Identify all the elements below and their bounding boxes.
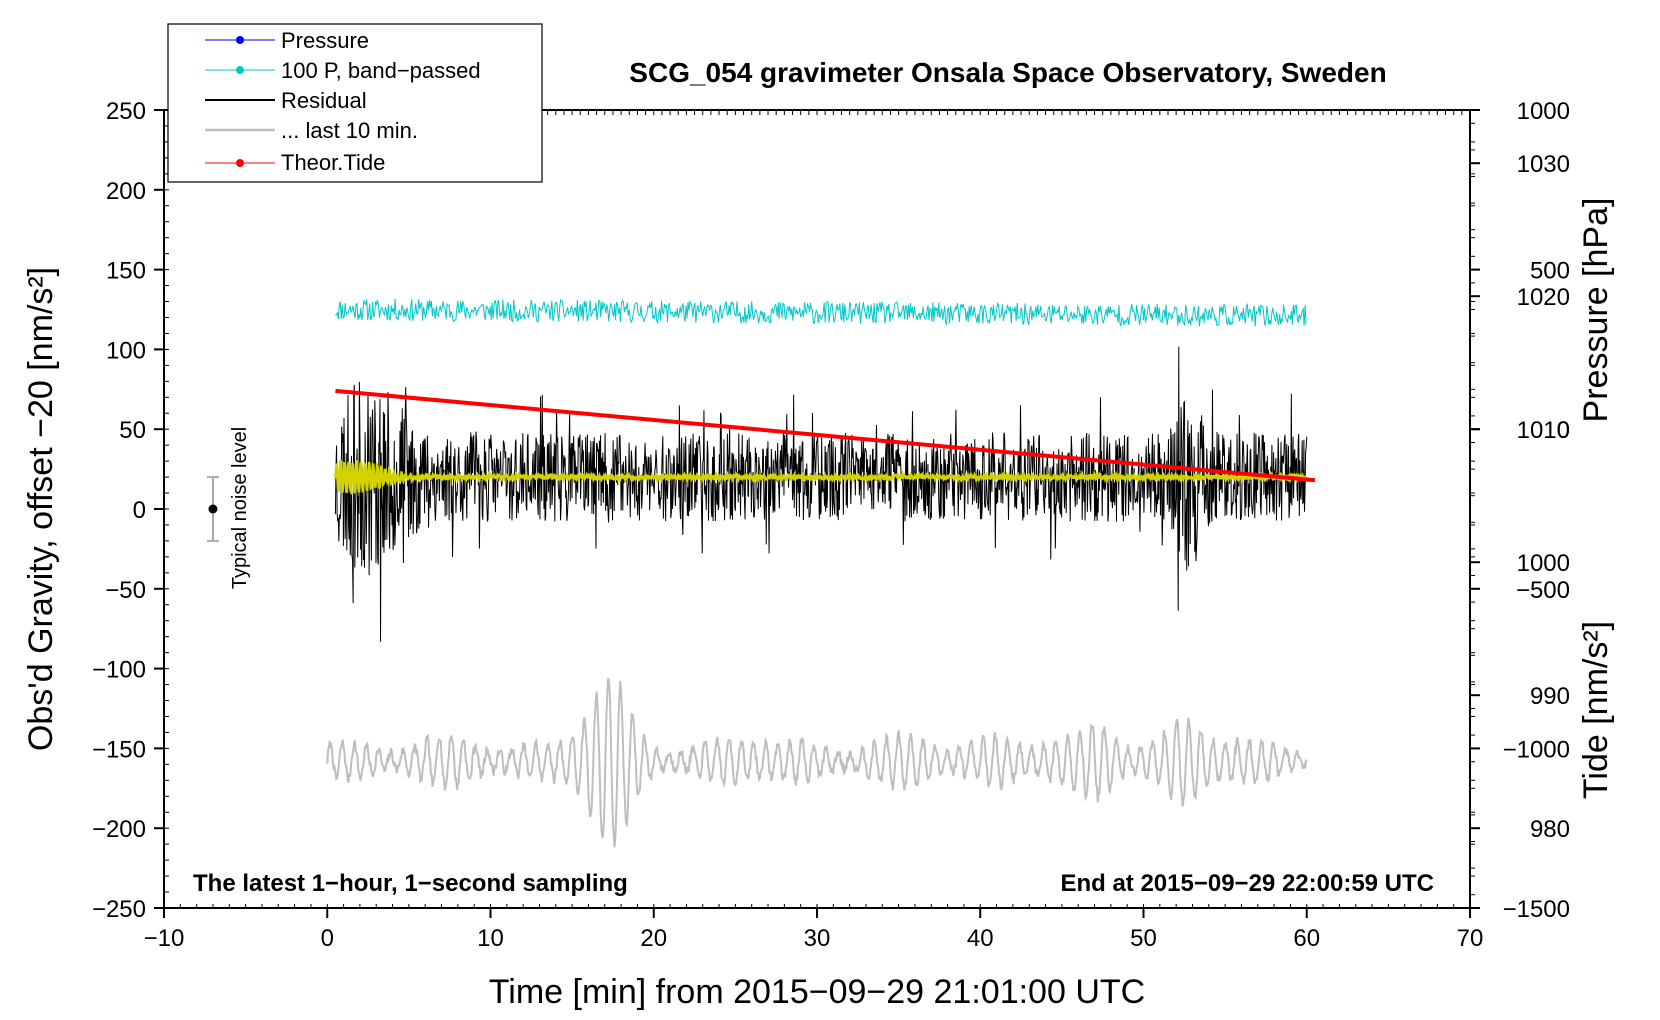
y-tick-label: −250	[92, 896, 146, 923]
legend-entry-residual: Residual	[205, 88, 367, 113]
y-tick-label: 250	[106, 98, 146, 125]
x-tick-label: 50	[1130, 925, 1157, 952]
legend: Pressure 100 P, band−passed Residual ...…	[167, 23, 543, 183]
y-tick-label: 100	[106, 337, 146, 364]
sampling-note: The latest 1−hour, 1−second sampling	[193, 870, 628, 897]
tide-tick-label: 1000	[1517, 98, 1570, 125]
x-tick-label: 40	[967, 925, 994, 952]
series-last-10-min	[326, 678, 1308, 848]
y-tick-label: 50	[119, 417, 146, 444]
tide-tick-label: −1000	[1503, 736, 1570, 763]
x-tick-label: 0	[321, 925, 334, 952]
pressure-tick-label: 1000	[1517, 550, 1570, 577]
tide-tick-label: 0	[1557, 417, 1570, 444]
legend-marker-tide	[236, 159, 244, 167]
legend-entry-last10: ... last 10 min.	[205, 118, 418, 143]
y-tick-label: 0	[133, 497, 146, 524]
x-tick-label: 60	[1293, 925, 1320, 952]
legend-label-pressure: Pressure	[281, 28, 369, 53]
y-axis-title-left: Obs'd Gravity, offset −20 [nm/s²]	[22, 267, 60, 751]
pressure-tick-label: 1020	[1517, 284, 1570, 311]
y-tick-label: −50	[105, 577, 146, 604]
pressure-tick-label: 990	[1530, 683, 1570, 710]
series-layer	[326, 298, 1316, 848]
y-tick-label: 150	[106, 258, 146, 285]
x-tick-label: 10	[477, 925, 504, 952]
tide-tick-label: −1500	[1503, 896, 1570, 923]
pressure-tick-label: 1010	[1517, 417, 1570, 444]
legend-entry-pressure: Pressure	[205, 28, 369, 53]
pressure-tick-label: 1030	[1517, 151, 1570, 178]
series-residual-smoothed	[334, 459, 1308, 496]
noise-level-label: Typical noise level	[229, 427, 251, 589]
y-axis-title-pressure: Pressure [hPa]	[1577, 198, 1615, 423]
tide-tick-label: −500	[1516, 577, 1570, 604]
legend-marker-bandpassed	[236, 66, 244, 74]
y-tick-label: −150	[92, 736, 146, 763]
legend-marker-pressure	[236, 36, 244, 44]
legend-entry-bandpassed: 100 P, band−passed	[205, 58, 481, 83]
legend-label-residual: Residual	[281, 88, 367, 113]
tide-tick-label: 500	[1530, 258, 1570, 285]
x-axis-title: Time [min] from 2015−09−29 21:01:00 UTC	[489, 973, 1145, 1011]
x-tick-label: −10	[144, 925, 185, 952]
chart-title: SCG_054 gravimeter Onsala Space Observat…	[629, 57, 1386, 88]
series-residual	[334, 346, 1308, 642]
x-tick-label: 30	[804, 925, 831, 952]
series-theoretical-tide	[335, 388, 1316, 483]
y-axis-title-tide: Tide [nm/s²]	[1577, 621, 1615, 799]
series-bandpassed-pressure	[335, 298, 1307, 328]
pressure-tick-label: 980	[1530, 816, 1570, 843]
legend-label-tide: Theor.Tide	[281, 150, 385, 175]
y-tick-label: −100	[92, 657, 146, 684]
legend-entry-tide: Theor.Tide	[205, 150, 385, 175]
x-tick-label: 70	[1457, 925, 1484, 952]
end-time-note: End at 2015−09−29 22:00:59 UTC	[1060, 870, 1434, 897]
x-tick-label: 20	[640, 925, 667, 952]
legend-label-last10: ... last 10 min.	[281, 118, 418, 143]
legend-label-bandpassed: 100 P, band−passed	[281, 58, 481, 83]
axes: −10 0 10 20 30 40 50 60 70250200150100500−50−100…	[92, 98, 1570, 952]
legend-box	[167, 23, 543, 183]
y-tick-label: −200	[92, 816, 146, 843]
noise-level-indicator	[206, 476, 219, 542]
noise-bar-center-dot	[208, 504, 218, 514]
y-tick-label: 200	[106, 178, 146, 205]
